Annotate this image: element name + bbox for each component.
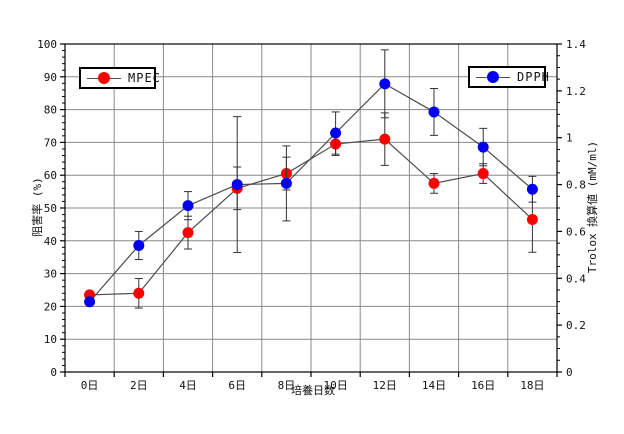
tick-label: 12日 bbox=[373, 379, 397, 392]
tick-label: 18日 bbox=[520, 379, 544, 392]
tick-label: 8日 bbox=[278, 379, 296, 392]
dpph-point-10日 bbox=[330, 127, 342, 139]
tick-label: 0.4 bbox=[566, 272, 586, 285]
dpph-series bbox=[84, 49, 538, 308]
legend-mpec-label: MPEC bbox=[128, 71, 161, 85]
dpph-point-8日 bbox=[280, 177, 292, 189]
tick-label: 50 bbox=[44, 202, 57, 215]
tick-label: 100 bbox=[37, 38, 57, 51]
dpph-marker-icon bbox=[487, 71, 499, 83]
dpph-point-0日 bbox=[84, 296, 96, 308]
mpec-point-14日 bbox=[428, 177, 440, 189]
tick-label: 1 bbox=[566, 132, 573, 145]
tick-label: 40 bbox=[44, 235, 57, 248]
legend-dpph: DPPH bbox=[468, 66, 549, 88]
y-axis-title-left: 阻害率 (%) bbox=[31, 177, 44, 237]
tick-label: 10日 bbox=[323, 379, 347, 392]
tick-label: 16日 bbox=[471, 379, 495, 392]
tick-label: 10 bbox=[44, 333, 57, 346]
mpec-point-4日 bbox=[182, 227, 194, 239]
tick-label: 0.8 bbox=[566, 179, 586, 192]
tick-label: 0日 bbox=[81, 379, 99, 392]
mpec-point-16日 bbox=[477, 168, 489, 180]
right-axis: 0 0.2 0.4 0.6 0.8 1 1.2 1.4 bbox=[557, 38, 586, 379]
tick-label: 1.2 bbox=[566, 85, 586, 98]
x-axis-title: 培養日数 bbox=[291, 384, 335, 397]
mpec-line-sample bbox=[87, 72, 121, 84]
tick-label: 20 bbox=[44, 300, 57, 313]
left-axis: 0 10 20 30 40 50 60 70 80 90 100 bbox=[37, 38, 65, 379]
dpph-point-12日 bbox=[379, 78, 391, 90]
tick-label: 0.6 bbox=[566, 225, 586, 238]
tick-label: 60 bbox=[44, 169, 57, 182]
legend-dpph-label: DPPH bbox=[517, 70, 550, 84]
tick-label: 0 bbox=[566, 366, 573, 379]
x-axis: 0日 2日 4日 6日 8日 10日 12日 14日 16日 18日 bbox=[64, 372, 558, 392]
tick-label: 70 bbox=[44, 136, 57, 149]
tick-label: 80 bbox=[44, 104, 57, 117]
tick-label: 30 bbox=[44, 268, 57, 281]
dpph-point-2日 bbox=[133, 239, 145, 251]
mpec-marker-icon bbox=[98, 72, 110, 84]
dpph-point-4日 bbox=[182, 200, 194, 212]
tick-label: 0 bbox=[50, 366, 57, 379]
legend-mpec: MPEC bbox=[79, 67, 160, 89]
y-axis-title-right: Trolox 換算値 (mM/ml) bbox=[586, 140, 599, 274]
dpph-point-6日 bbox=[231, 179, 243, 191]
gridlines bbox=[65, 44, 557, 372]
mpec-point-12日 bbox=[379, 133, 391, 145]
tick-label: 0.2 bbox=[566, 319, 586, 332]
tick-label: 4日 bbox=[179, 379, 197, 392]
tick-label: 1.4 bbox=[566, 38, 586, 51]
mpec-point-18日 bbox=[526, 213, 538, 225]
tick-label: 90 bbox=[44, 71, 57, 84]
tick-label: 2日 bbox=[130, 379, 148, 392]
dpph-point-16日 bbox=[477, 141, 489, 153]
dpph-line-sample bbox=[476, 71, 510, 83]
mpec-point-2日 bbox=[133, 287, 145, 299]
dpph-point-14日 bbox=[428, 106, 440, 118]
tick-label: 6日 bbox=[228, 379, 246, 392]
tick-label: 14日 bbox=[422, 379, 446, 392]
dpph-point-18日 bbox=[526, 183, 538, 195]
